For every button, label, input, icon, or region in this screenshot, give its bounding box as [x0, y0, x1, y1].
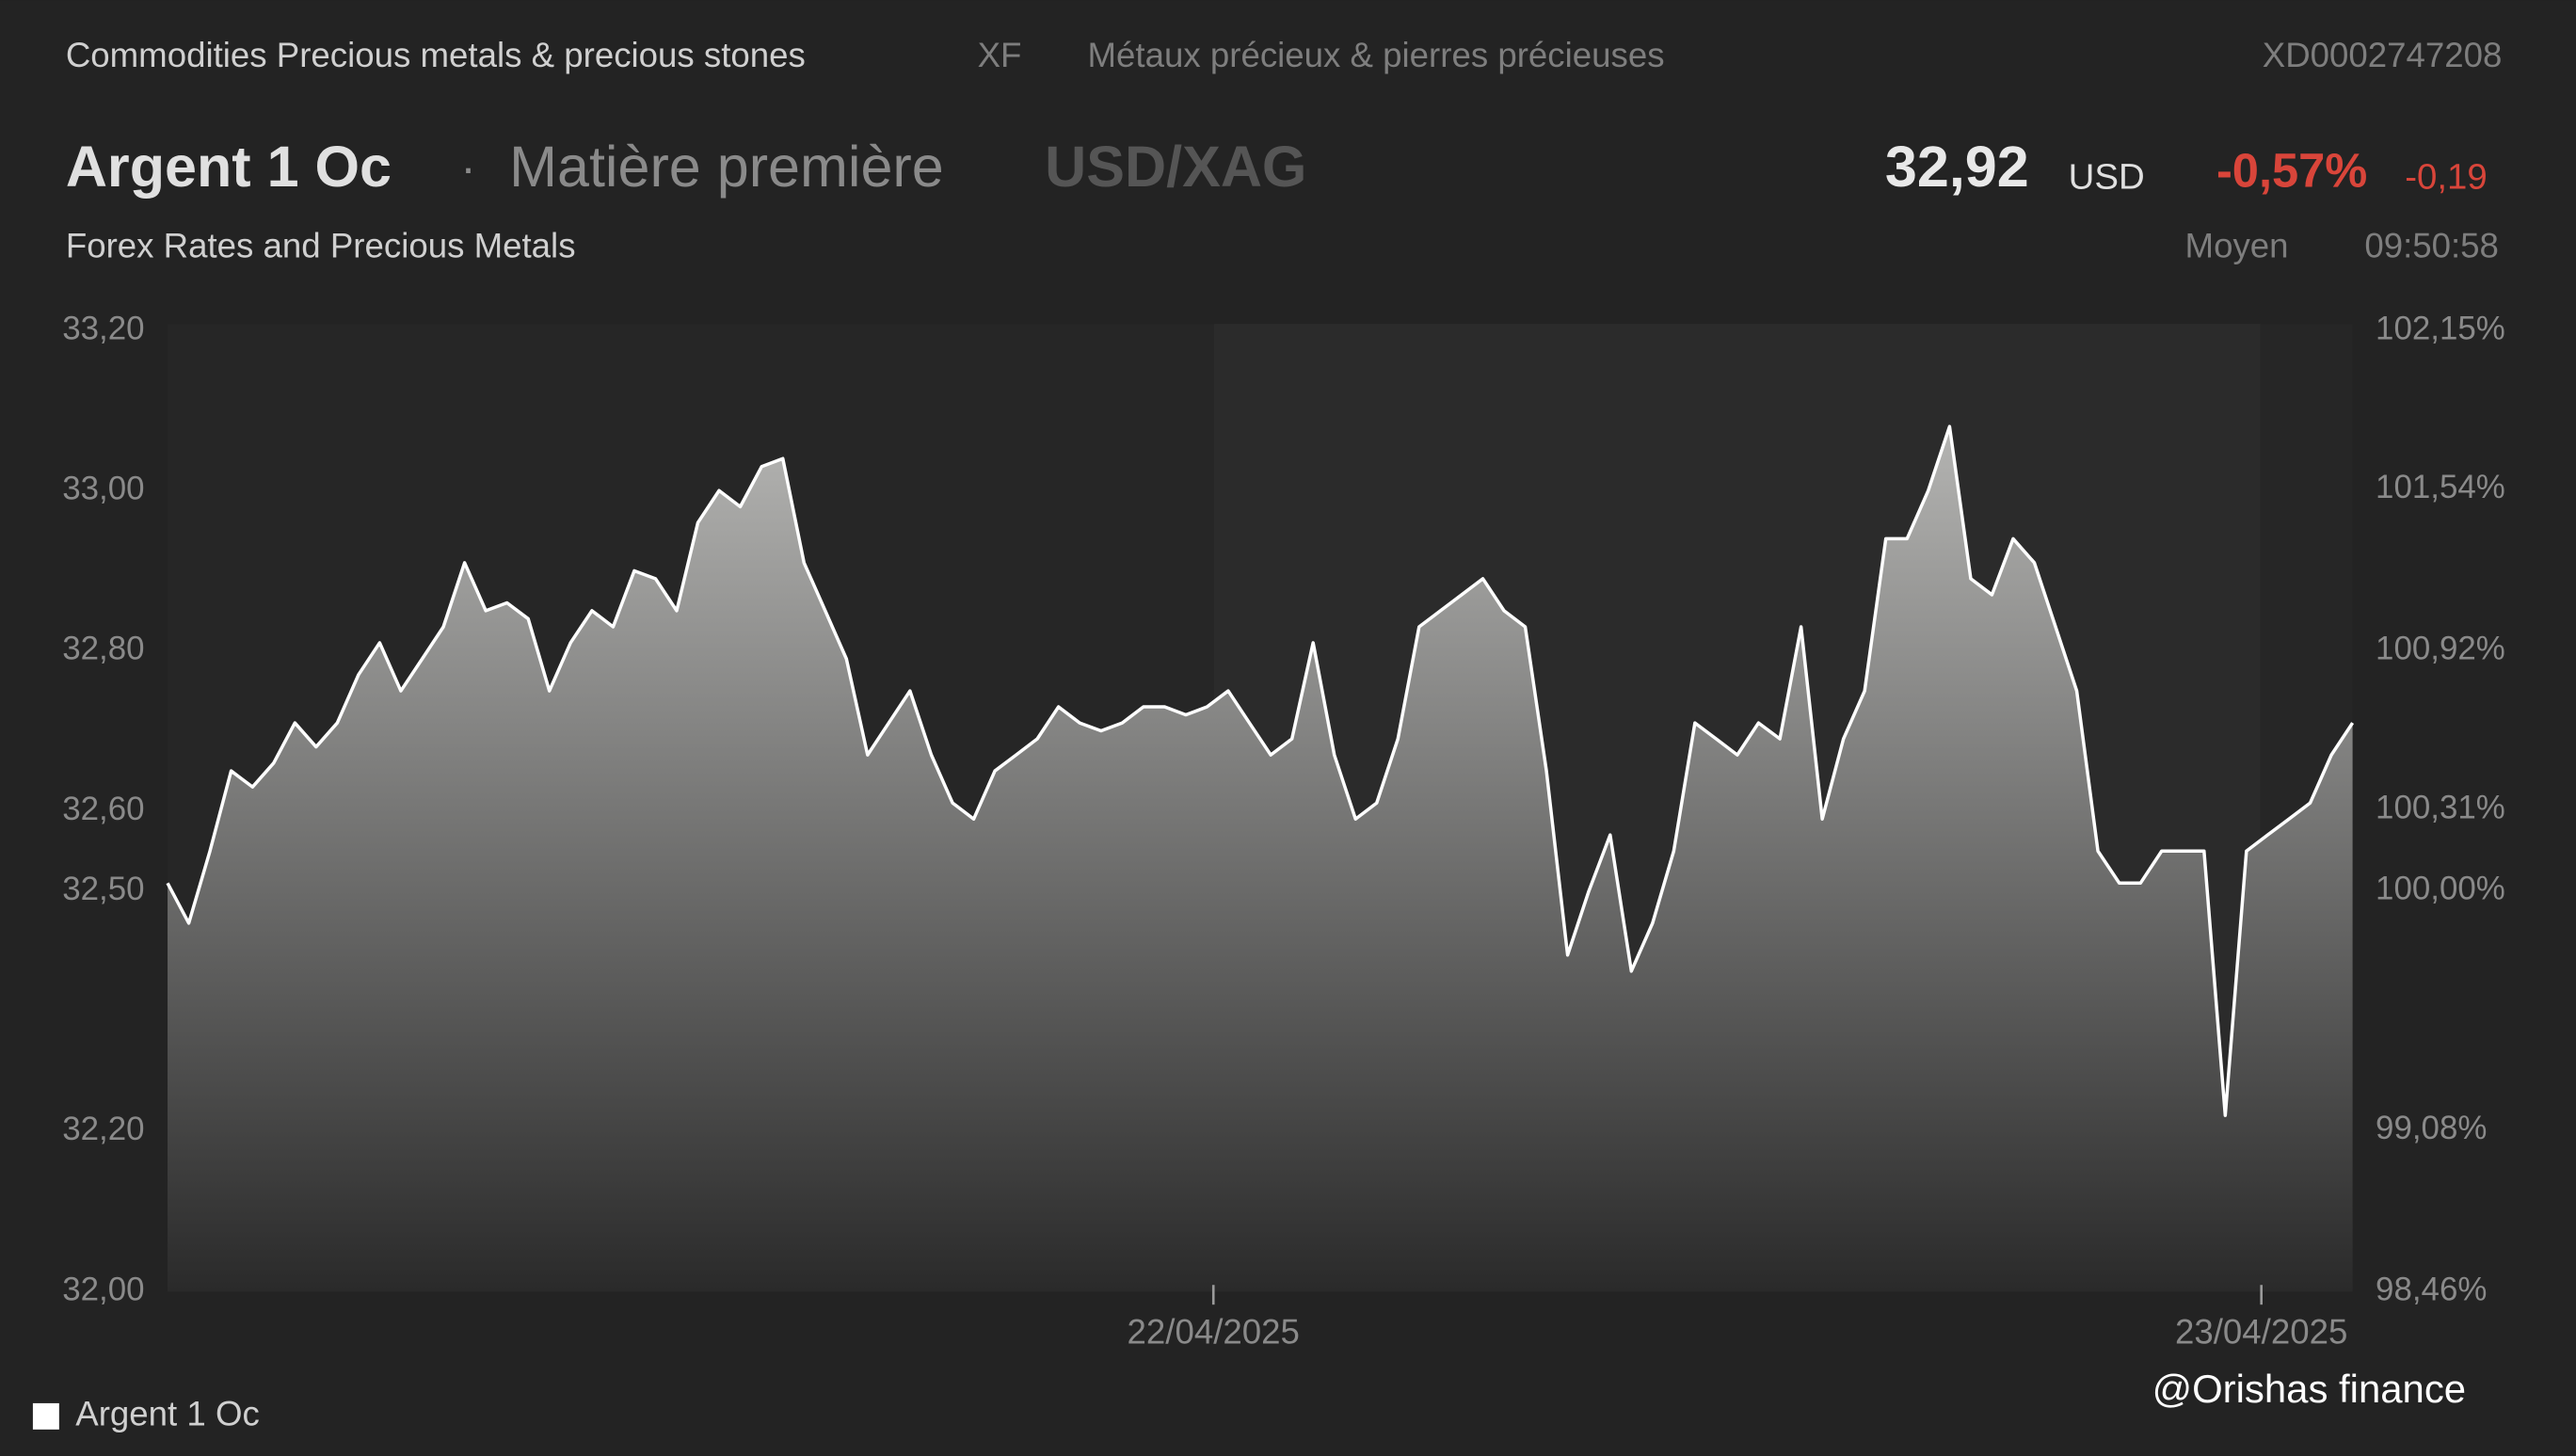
- y2-tick-label: 100,31%: [2376, 789, 2505, 825]
- change-absolute: -0,19: [2405, 157, 2488, 198]
- y2-tick-label: 102,15%: [2376, 310, 2505, 346]
- y-tick-label: 33,00: [62, 470, 144, 506]
- price-kind: Moyen: [2185, 226, 2289, 264]
- breadcrumb: Commodities Precious metals & precious s…: [66, 36, 806, 74]
- asset-type: Matière première: [509, 135, 944, 199]
- separator: ·: [460, 143, 475, 194]
- pair: USD/XAG: [1045, 135, 1306, 199]
- time: 09:50:58: [2364, 226, 2499, 264]
- y2-tick-label: 100,92%: [2376, 631, 2505, 667]
- y2-tick-label: 99,08%: [2376, 1110, 2487, 1146]
- legend-label: Argent 1 Oc: [75, 1395, 260, 1433]
- change-percent: -0,57%: [2216, 144, 2367, 198]
- isin: XD0002747208: [2263, 36, 2503, 74]
- watermark: @Orishas finance: [2152, 1367, 2466, 1411]
- y2-tick-label: 101,54%: [2376, 469, 2505, 505]
- y2-tick-label: 98,46%: [2376, 1271, 2487, 1307]
- y2-tick-label: 100,00%: [2376, 870, 2505, 906]
- exchange: XF: [978, 36, 1022, 74]
- subtitle: Forex Rates and Precious Metals: [66, 226, 576, 264]
- legend-swatch: [32, 1402, 59, 1430]
- x-tick-label: 23/04/2025: [2175, 1312, 2347, 1351]
- y-tick-label: 33,20: [62, 310, 144, 346]
- price: 32,92: [1885, 135, 2029, 199]
- currency: USD: [2069, 157, 2145, 198]
- y-tick-label: 32,50: [62, 871, 144, 907]
- y-tick-label: 32,80: [62, 631, 144, 667]
- category: Métaux précieux & pierres précieuses: [1088, 36, 1665, 74]
- price-line: [166, 424, 2355, 1117]
- y-tick-label: 32,00: [62, 1271, 144, 1307]
- plot: [166, 424, 2355, 1292]
- instrument-name: Argent 1 Oc: [66, 135, 392, 199]
- y-tick-label: 32,20: [62, 1111, 144, 1147]
- y-tick-label: 32,60: [62, 791, 144, 827]
- x-tick-label: 22/04/2025: [1128, 1312, 1300, 1351]
- area-fill: [168, 426, 2353, 1292]
